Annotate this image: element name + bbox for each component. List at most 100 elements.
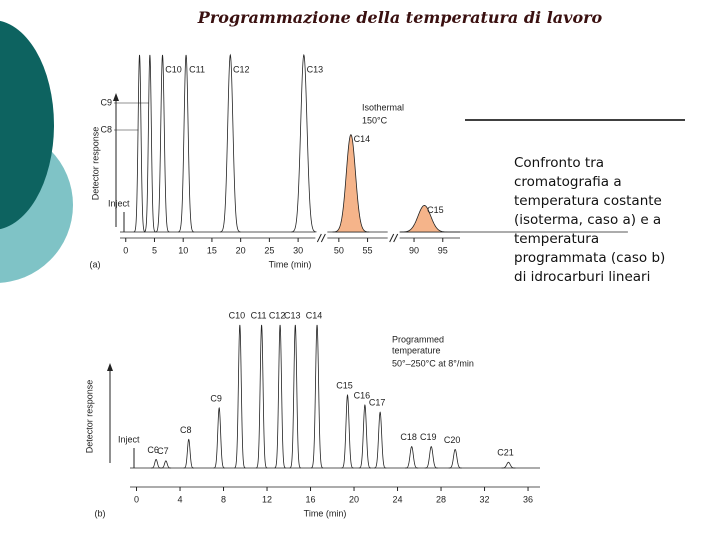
peak-label: C15 [427,205,444,215]
peak [155,54,170,233]
x-tick-label: 50 [334,245,344,255]
x-tick-label: 28 [436,494,446,504]
description-line: temperatura costante [514,193,662,209]
peak [310,324,324,469]
note-title: Programmed [392,334,444,344]
peak [274,324,286,469]
peak-label: C7 [157,446,169,456]
x-tick-label: 90 [409,245,419,255]
peak-label: C14 [306,310,323,320]
description-line: cromatografia a [514,174,622,190]
x-tick-label: 4 [178,494,183,504]
x-axis-label: Time (min) [304,508,347,518]
peak [405,446,419,469]
peak-label: C11 [189,64,205,74]
peak [234,324,246,469]
description-line: (isoterma, caso a) e a [514,212,662,228]
note-title: temperature [392,345,441,355]
peak [219,53,241,233]
x-tick-label: 0 [123,245,128,255]
peak [374,411,387,469]
peak [291,53,317,233]
peak [255,324,268,469]
x-tick-label: 30 [293,245,303,255]
peak [183,438,194,469]
peak [399,205,628,233]
peak-label: C9 [100,97,112,107]
x-tick-label: 15 [207,245,217,255]
note: 50°–250°C at 8°/min [392,358,474,368]
inject-label: Inject [118,434,140,444]
peak [213,406,225,469]
peak-label: C18 [400,432,417,442]
peak-label: C11 [251,310,267,320]
axis-break [316,233,322,243]
peak-label: C19 [420,432,437,442]
x-tick-label: 20 [236,245,246,255]
peak-label: C14 [354,134,371,144]
peak-label: C20 [444,435,461,445]
peak-label: C16 [354,390,371,400]
description-line: temperatura [514,231,600,247]
description-line: Confronto tra [514,155,605,171]
peak-label: C12 [233,64,250,74]
x-tick-label: 36 [523,494,533,504]
y-axis-label: Detector response [84,380,94,454]
description: Confronto tra cromatografia a temperatura … [514,154,665,287]
peak-label: C12 [269,310,286,320]
axis-break [393,233,399,243]
peak [424,446,438,469]
peak [150,459,162,469]
peak-label: C17 [369,398,386,408]
y-axis-arrowhead [107,363,113,371]
peak-label: C9 [210,393,222,403]
x-tick-label: 95 [438,245,448,255]
peak-label: C13 [284,310,301,320]
x-tick-label: 24 [393,494,403,504]
peak-label: C6 [147,445,159,455]
panel-label: (a) [90,259,101,269]
peak-label: C8 [100,124,112,134]
peak [144,54,156,233]
x-tick-label: 32 [480,494,490,504]
x-axis-label: Time (min) [269,259,312,269]
peak-label: C8 [180,425,192,435]
x-tick-label: 0 [134,494,139,504]
peak [341,394,354,469]
x-tick-label: 5 [152,245,157,255]
peak-label: C21 [497,448,514,458]
x-tick-label: 10 [178,245,188,255]
y-axis-arrowhead [113,93,119,101]
panel-label: (b) [95,508,106,518]
peak [289,324,302,469]
description-line: programmata (caso b) [514,250,666,266]
peak-label: C10 [165,64,182,74]
x-tick-label: 20 [349,494,359,504]
peak [177,54,195,233]
axis-break [389,233,395,243]
peak [133,54,146,233]
note-title: Isothermal [362,102,404,112]
peak [358,404,372,469]
x-tick-label: 8 [221,494,226,504]
peak [332,134,370,233]
axis-break [320,233,326,243]
slide-title: Programmazione della temperatura di lavo… [197,8,603,27]
x-tick-label: 55 [363,245,373,255]
y-axis-label: Detector response [90,127,100,201]
decor-circle [0,20,54,230]
peak-label: C10 [229,310,246,320]
peak [501,461,516,469]
note: 150°C [362,115,388,125]
x-tick-label: 16 [306,494,316,504]
peak [160,460,172,469]
inject-label: Inject [108,198,130,208]
peak [448,448,462,469]
x-tick-label: 25 [264,245,274,255]
peak-label: C15 [336,380,353,390]
description-line: di idrocarburi lineari [514,269,651,285]
peak-label: C13 [307,64,324,74]
x-tick-label: 12 [262,494,272,504]
